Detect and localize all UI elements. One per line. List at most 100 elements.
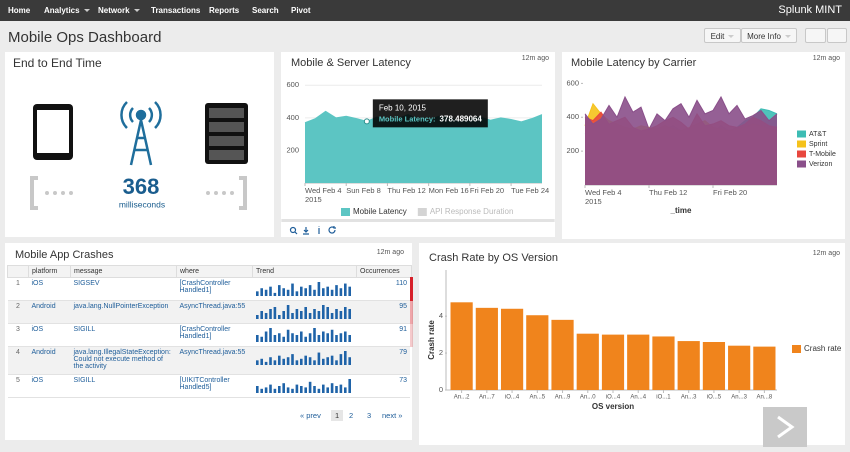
page-link[interactable]: next » <box>382 411 403 420</box>
column-header[interactable]: platform <box>28 265 71 278</box>
column-header[interactable]: message <box>70 265 177 278</box>
panel-toolbar <box>281 222 555 237</box>
bar <box>627 334 650 390</box>
refresh-icon[interactable] <box>328 226 336 234</box>
trend-bar <box>308 381 311 393</box>
trend-bar <box>273 335 276 342</box>
nav-item[interactable]: Home <box>8 6 31 15</box>
bar <box>576 333 599 390</box>
trend-bar <box>290 313 294 319</box>
trend-bar <box>317 335 320 342</box>
trend-bar <box>264 331 267 342</box>
tooltip-box <box>372 99 488 128</box>
trend-bar <box>321 358 325 365</box>
trend-bar <box>343 387 347 393</box>
trend-bar <box>273 307 276 319</box>
chart-title: Mobile & Server Latency <box>291 57 411 69</box>
occurrences-cell: 91 <box>356 323 413 347</box>
updated-time: 12m ago <box>522 55 549 62</box>
nav-item[interactable]: Reports <box>209 6 240 15</box>
x-axis-title: _time <box>670 206 692 215</box>
occurrences-cell: 79 <box>356 346 412 375</box>
column-header[interactable]: Occurrences <box>356 265 412 278</box>
page-link[interactable]: 1 <box>331 410 344 421</box>
nav-item[interactable]: Pivot <box>291 6 311 15</box>
trend-bar <box>325 387 329 393</box>
y-tick-label: 600 <box>566 78 579 87</box>
where-cell: [UIKITController Handled5] <box>176 374 253 398</box>
trend-bar <box>317 282 320 296</box>
trend-bar <box>277 355 281 365</box>
trend-bar <box>303 336 307 342</box>
print-button[interactable] <box>827 28 847 43</box>
row-index: 2 <box>7 300 29 324</box>
nav-item[interactable]: Transactions <box>151 6 201 15</box>
trend-cell <box>252 346 357 375</box>
trend-bar <box>334 360 338 365</box>
table-row: 5 iOS SIGILL [UIKITController Handled5] 73 <box>7 374 412 398</box>
legend-label: API Response Duration <box>430 207 514 216</box>
trend-bar <box>290 354 294 365</box>
nav-item[interactable]: Search <box>252 6 279 15</box>
trend-bar <box>312 360 316 365</box>
x-tick-label: iO...5 <box>707 395 722 401</box>
nav-item[interactable]: Analytics <box>44 6 90 15</box>
export-button[interactable] <box>805 28 826 43</box>
occurrences-cell: 95 <box>356 300 413 324</box>
trend-bar <box>303 387 307 393</box>
x-tick-label: An...7 <box>479 395 495 401</box>
x-tick-label: An...9 <box>555 395 571 401</box>
legend-label: Sprint <box>809 141 827 148</box>
resize-handle[interactable] <box>282 219 554 222</box>
trend-bar <box>334 309 338 319</box>
occurrences-cell: 73 <box>356 374 412 398</box>
nav-item[interactable]: Network <box>98 6 140 15</box>
crash-table: platform message where Trend Occurrences 1 iOS… <box>7 265 413 398</box>
trend-bar <box>264 361 267 365</box>
tooltip-label: Mobile Latency: <box>379 114 436 123</box>
trend-bar <box>255 315 259 319</box>
trend-bar <box>273 388 276 393</box>
tablet-screen <box>37 110 69 153</box>
trend-cell <box>252 300 357 324</box>
trend-bar <box>312 386 316 393</box>
export-icon[interactable] <box>303 227 309 235</box>
message-cell: SIGSEV <box>70 277 177 301</box>
page-link[interactable]: 2 <box>349 411 354 420</box>
trend-bar <box>255 360 259 365</box>
bar <box>475 307 498 390</box>
trend-bar <box>339 311 342 319</box>
column-header[interactable]: Trend <box>252 265 357 278</box>
x-tick-label: An...4 <box>630 395 646 401</box>
x-tick-label: An...8 <box>757 395 773 401</box>
trend-bar <box>303 288 307 296</box>
trend-bar <box>255 386 259 393</box>
trend-bar <box>343 283 347 296</box>
trend-bar <box>321 331 325 342</box>
legend-swatch <box>417 208 427 216</box>
search-icon[interactable] <box>289 226 297 234</box>
edit-button[interactable]: Edit <box>704 28 741 43</box>
trend-bar <box>295 291 298 296</box>
trend-bar <box>268 309 272 319</box>
x-tick-label: Mon Feb 16 <box>428 186 469 195</box>
next-slide-button[interactable] <box>763 407 807 447</box>
more-info-button[interactable]: More Info <box>741 28 797 43</box>
server-icon <box>205 103 248 164</box>
where-cell: [CrashController Handled1] <box>176 323 253 347</box>
platform-cell: Android <box>28 346 71 375</box>
area-line <box>584 95 778 131</box>
page-link[interactable]: « prev <box>300 411 321 420</box>
trend-bar <box>259 388 263 393</box>
trend-bar <box>268 357 272 365</box>
y-tick-label: 4 <box>439 311 443 320</box>
sparkline <box>255 351 351 365</box>
trend-bar <box>268 328 272 342</box>
x-tick-label: Tue Feb 24 <box>511 186 550 195</box>
page-link[interactable]: 3 <box>367 411 372 420</box>
column-header[interactable]: where <box>176 265 253 278</box>
trend-bar <box>255 291 259 296</box>
header-row: platform message where Trend Occurrences <box>7 265 412 278</box>
legend-label: Verizon <box>809 161 832 168</box>
metric-value: 368 <box>123 174 160 199</box>
